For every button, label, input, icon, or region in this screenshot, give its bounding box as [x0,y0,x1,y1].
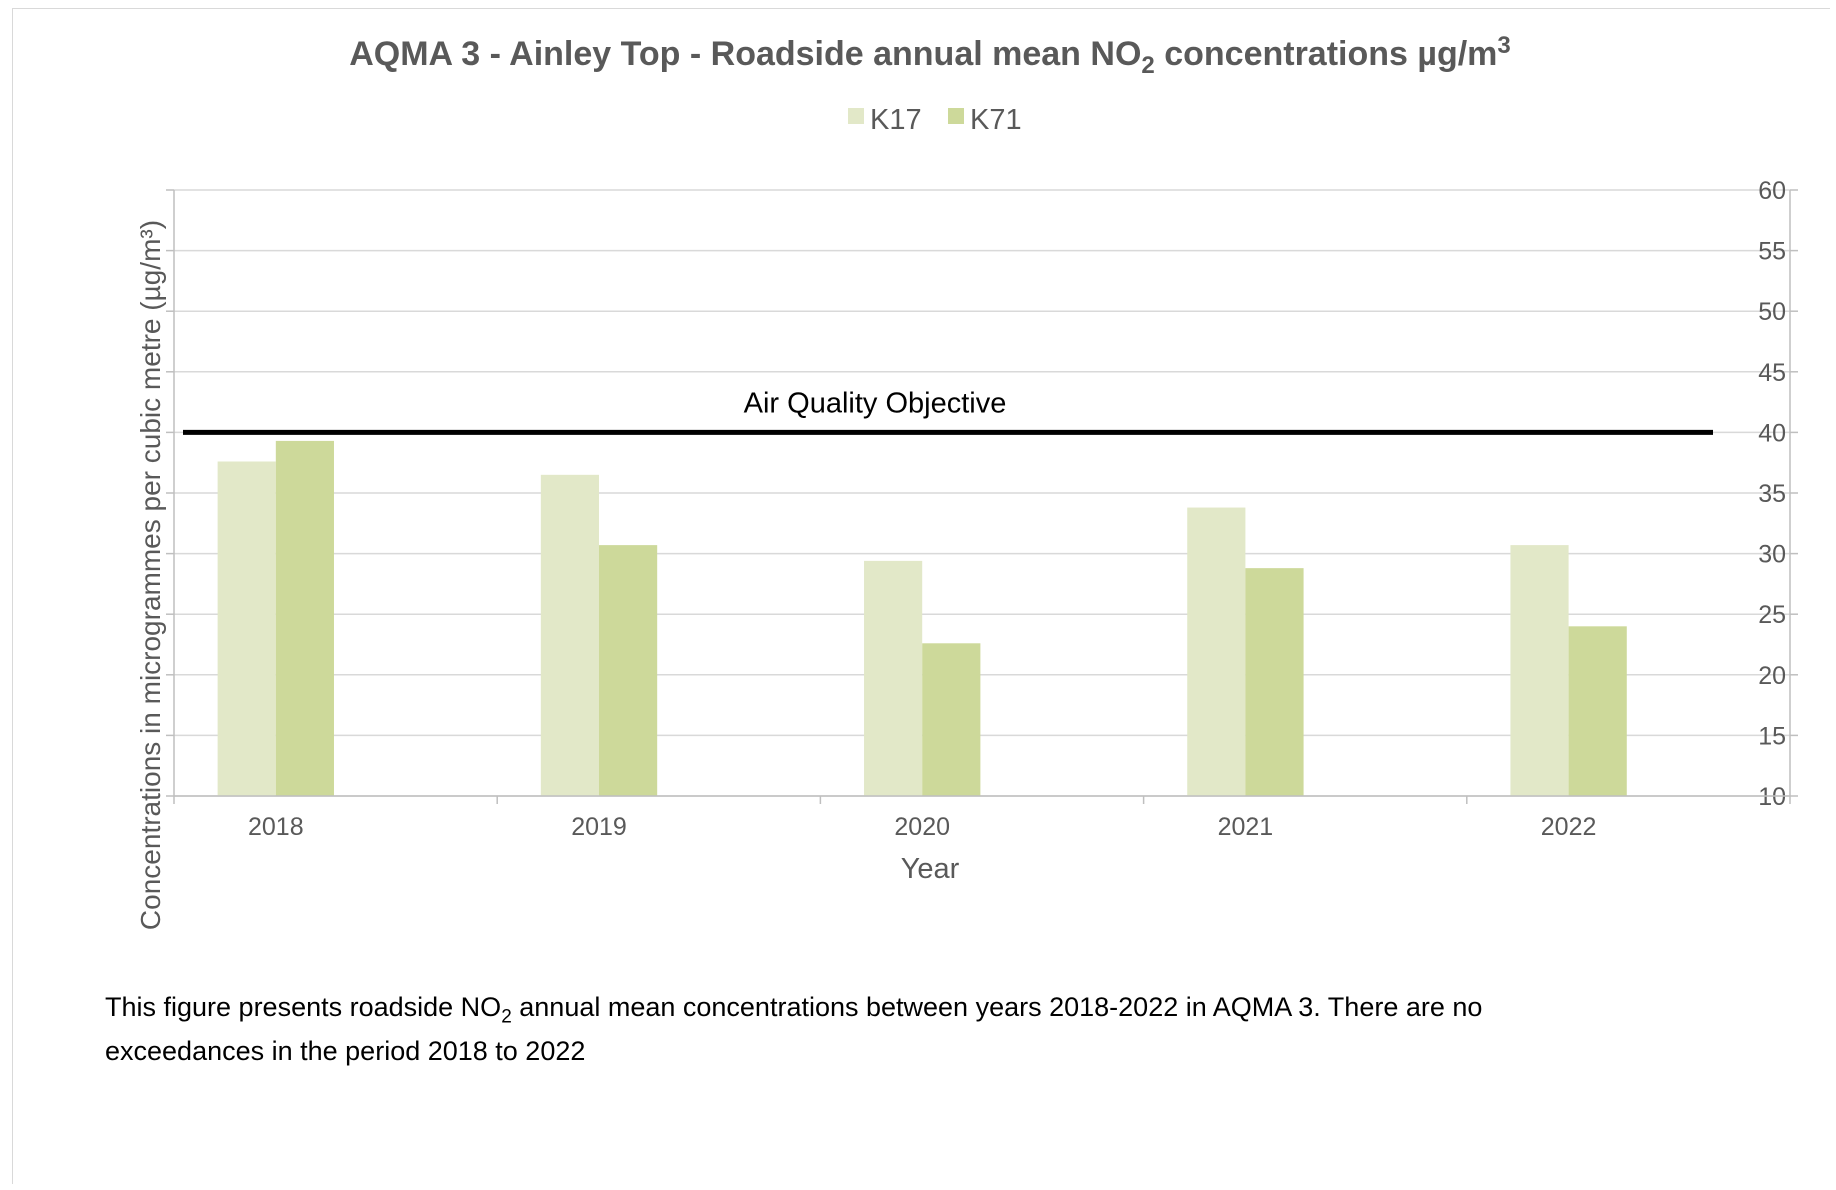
x-tick-label: 2020 [894,813,950,841]
bar-k17-2018 [217,461,276,796]
legend-swatch-k17 [848,108,864,124]
axes: 10 15 20 25 30 35 40 45 50 55 60 2018 2019 2020 2021 20… [166,177,1798,841]
y-tick-label: 60 [1758,177,1786,205]
legend-label-k71: K71 [970,104,1022,136]
legend-swatch-k71 [948,108,964,124]
legend: K17 K71 [848,104,1022,136]
legend-label-k17: K17 [870,104,922,136]
caption-subscript: 2 [501,1006,512,1028]
bar-k71-2022 [1568,626,1627,796]
x-axis-label: Year [901,853,960,885]
bar-k17-2019 [540,474,600,796]
y-tick-label: 30 [1758,541,1786,569]
bar-k71-2021 [1245,568,1304,796]
bar-k17-2022 [1510,545,1569,796]
y-tick-label: 50 [1758,298,1786,326]
y-tick-label: 35 [1758,480,1786,508]
y-tick-label: 20 [1758,662,1786,690]
y-tick-label: 15 [1758,722,1786,750]
y-tick-label: 10 [1758,783,1786,811]
bar-k71-2020 [922,643,981,796]
objective-line-group: Air Quality Objective [183,387,1713,435]
caption-line1-suffix: annual mean concentrations between years… [511,992,1483,1022]
x-tick-label: 2019 [571,813,627,841]
figure-caption: This figure presents roadside NO2 annual… [105,990,1705,1068]
bar-k17-2020 [864,560,923,796]
caption-line2: exceedances in the period 2018 to 2022 [105,1036,586,1067]
bar-k71-2019 [599,545,658,796]
y-tick-label: 55 [1758,238,1786,266]
caption-line1-prefix: This figure presents roadside NO [105,992,502,1022]
y-tick-label: 25 [1758,601,1786,629]
bars [217,440,1627,796]
x-tick-label: 2018 [248,813,304,841]
chart-title: AQMA 3 - Ainley Top - Roadside annual me… [349,32,1511,79]
bar-k71-2018 [275,440,334,796]
objective-label: Air Quality Objective [744,387,1007,419]
bar-k17-2021 [1187,507,1246,796]
x-tick-label: 2022 [1541,813,1597,841]
y-tick-label: 45 [1758,359,1786,387]
chart-frame [12,8,1830,1184]
y-tick-label: 40 [1758,419,1786,447]
y-axis-label: Concentrations in microgrammes per cubic… [135,220,166,930]
x-tick-label: 2021 [1218,813,1274,841]
